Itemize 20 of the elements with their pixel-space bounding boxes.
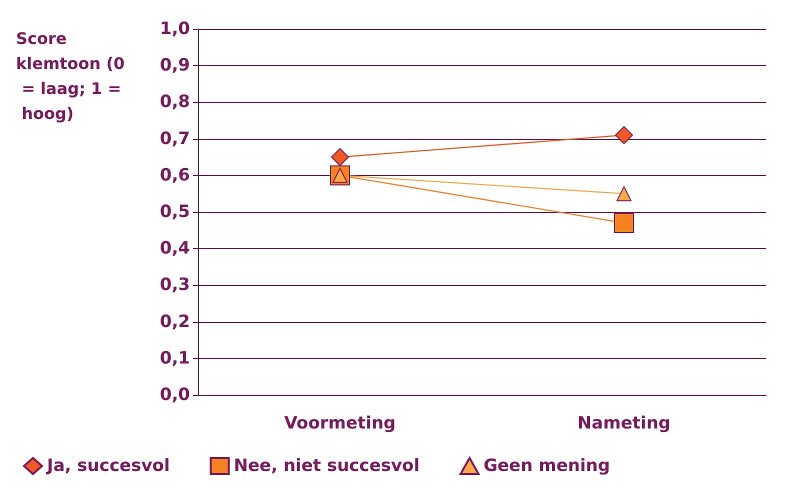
x-tick-label: Nameting — [577, 414, 671, 434]
x-tick-label: Voormeting — [284, 414, 396, 434]
y-tick-label: 0,5 — [160, 202, 190, 222]
legend-label: Nee, niet succesvol — [234, 456, 420, 476]
y-tick-label: 0,2 — [160, 312, 190, 332]
y-tick-label: 0,4 — [160, 238, 190, 259]
point — [615, 126, 633, 144]
legend-label: Geen mening — [484, 456, 610, 476]
point — [614, 212, 634, 233]
legend-label: Ja, succesvol — [46, 456, 170, 476]
point — [331, 148, 349, 166]
y-tick-label: 0,6 — [160, 165, 190, 186]
y-tick-label: 0,9 — [160, 56, 190, 76]
y-tick-label: 0,7 — [160, 128, 190, 149]
y-tick-label: 0,0 — [160, 385, 190, 405]
y-tick-label: 1,0 — [160, 19, 190, 39]
y-tick-label: 0,1 — [160, 348, 190, 368]
y-tick-label: 0,3 — [160, 275, 190, 296]
y-tick-label: 0,8 — [160, 92, 190, 112]
y-axis-title: Score klemtoon (0 = laag; 1 = hoog) — [16, 29, 125, 123]
